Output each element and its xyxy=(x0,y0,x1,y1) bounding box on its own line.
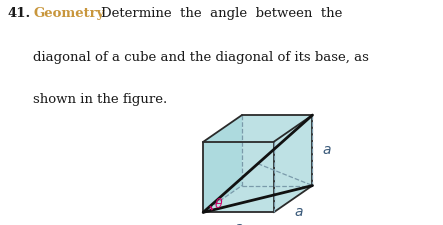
Polygon shape xyxy=(203,115,312,142)
Polygon shape xyxy=(203,142,274,212)
Text: 41.: 41. xyxy=(8,7,31,20)
Text: $a$: $a$ xyxy=(233,221,243,225)
Text: $\theta$: $\theta$ xyxy=(214,197,224,211)
Text: Geometry: Geometry xyxy=(33,7,105,20)
Text: Determine  the  angle  between  the: Determine the angle between the xyxy=(101,7,342,20)
Text: shown in the figure.: shown in the figure. xyxy=(33,93,167,106)
Polygon shape xyxy=(203,115,242,212)
Polygon shape xyxy=(274,115,312,212)
Text: diagonal of a cube and the diagonal of its base, as: diagonal of a cube and the diagonal of i… xyxy=(33,51,369,64)
Text: $a$: $a$ xyxy=(323,143,332,157)
Text: $a$: $a$ xyxy=(294,205,303,218)
